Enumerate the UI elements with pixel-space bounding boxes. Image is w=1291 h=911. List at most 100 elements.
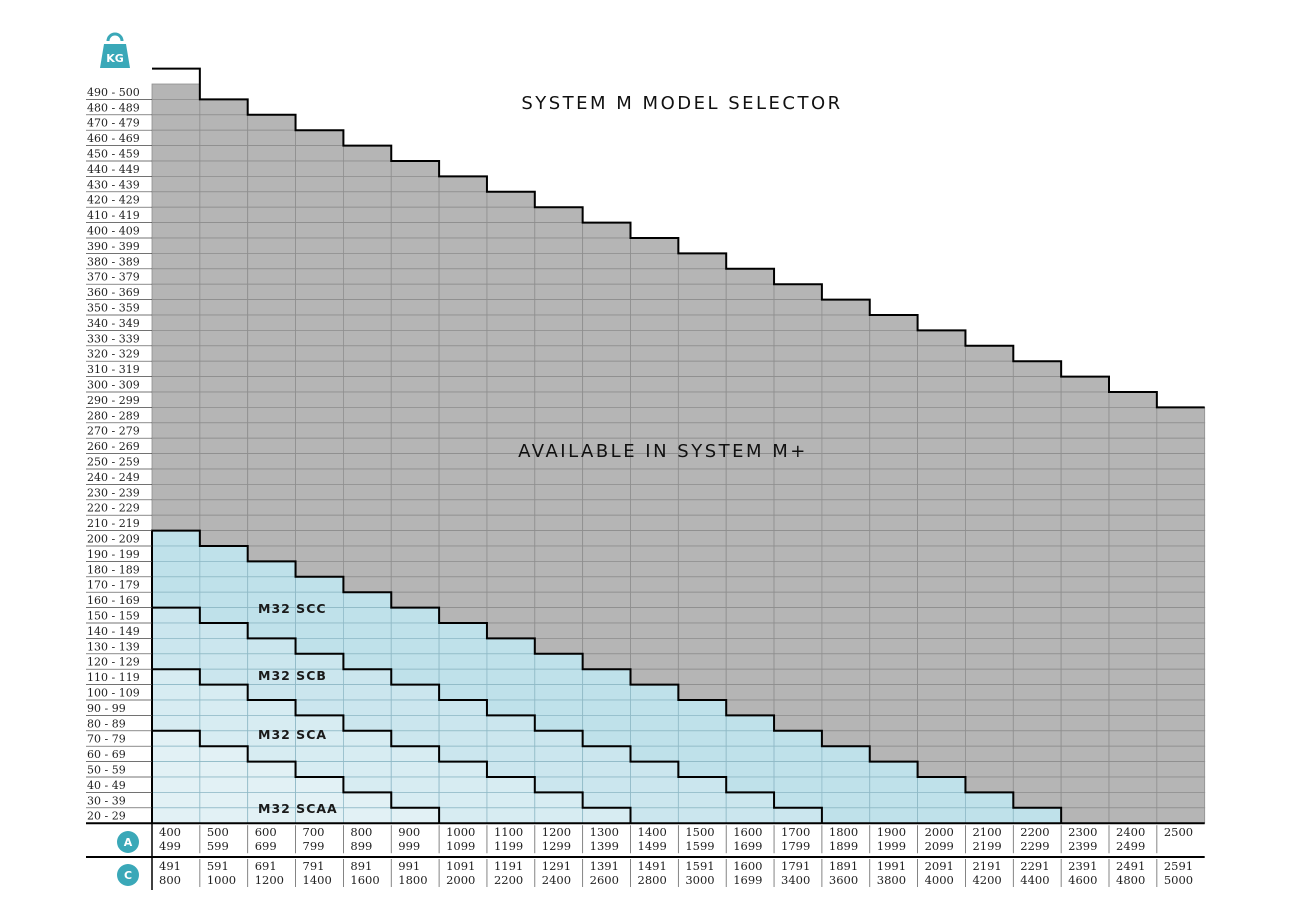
chart-cell [151,314,201,331]
row-a-value-bottom: 599 [207,839,229,853]
row-c-value-bottom: 3400 [781,873,810,887]
chart-cell [773,391,823,408]
chart-cell [582,715,631,732]
chart-cell [390,792,440,809]
chart-cell [1060,684,1110,701]
chart-cell [199,591,249,609]
chart-cell [1012,360,1062,378]
chart-cell [1108,422,1158,439]
chart-cell [342,345,392,362]
chart-cell [199,545,249,562]
chart-cell [630,607,679,624]
chart-cell [390,715,440,732]
chart-cell [630,468,679,485]
chart-cell [342,591,392,609]
chart-cell [917,591,966,609]
row-a-value-bottom: 2299 [1020,839,1049,853]
chart-cell [247,576,296,593]
chart-cell [582,468,631,485]
chart-cell [534,607,584,624]
chart-cell [630,391,679,408]
chart-cell [582,576,631,593]
chart-cell [247,314,296,331]
chart-cell [151,252,201,270]
row-c-value-bottom: 1200 [255,873,284,887]
chart-cell [582,653,631,670]
chart-cell [582,483,631,501]
chart-cell [821,699,871,716]
chart-cell [151,807,201,824]
row-a-value-top: 1000 [446,825,475,839]
chart-cell [1060,668,1110,686]
chart-cell [917,499,966,516]
chart-cell [151,653,201,670]
chart-cell [199,653,249,670]
chart-cell [390,222,440,239]
chart-cell [821,715,871,732]
chart-cell [869,376,918,393]
chart-cell [773,376,823,393]
weight-row-label: 170 - 179 [87,579,140,592]
row-a-value-top: 1800 [829,825,858,839]
chart-cell [295,638,344,655]
chart-cell [342,283,392,301]
chart-cell [677,776,727,793]
chart-cell [486,699,536,716]
chart-cell [438,514,488,532]
chart-cell [630,483,679,501]
chart-cell [390,391,440,408]
chart-cell [342,499,392,516]
chart-cell [247,129,296,146]
chart-cell [582,345,631,362]
chart-cell [869,530,918,547]
chart-cell [1156,745,1206,763]
chart-cell [486,391,536,408]
chart-cell [1156,792,1206,809]
chart-cell [1156,591,1206,609]
chart-cell [917,668,966,686]
chart-cell [342,268,392,285]
chart-cell [199,530,249,547]
chart-cell [151,437,201,455]
zone-boundary-0 [151,729,441,824]
chart-cell [534,514,584,532]
chart-cell [1012,545,1062,562]
weight-row-label: 410 - 419 [87,209,140,222]
chart-cell [1108,607,1158,624]
chart-cell [534,807,584,824]
chart-cell [869,745,918,763]
chart-cell [821,576,871,593]
row-c-value-top: 991 [398,859,420,873]
chart-cell [725,622,775,639]
chart-cell [390,530,440,547]
chart-cell [438,622,488,639]
chart-cell [199,222,249,239]
chart-cell [773,406,823,424]
chart-cell [247,761,296,778]
chart-cell [151,499,201,516]
weight-row-label: 200 - 209 [87,533,140,546]
row-a-value-top: 1600 [733,825,762,839]
row-a-value-bottom: 1299 [542,839,571,853]
chart-cell [438,684,488,701]
chart-cell [1156,638,1206,655]
chart-cell [1156,468,1206,485]
chart-cell [773,299,823,316]
chart-cell [917,576,966,593]
chart-cell [869,360,918,378]
chart-cell [295,622,344,639]
chart-cell [965,622,1014,639]
chart-cell [151,268,201,285]
chart-cell [151,299,201,316]
row-a-value-top: 1100 [494,825,523,839]
row-c-value-bottom: 1000 [207,873,236,887]
chart-cell [438,530,488,547]
chart-cell [342,530,392,547]
chart-cell [677,252,727,270]
chart-cell [247,376,296,393]
chart-cell [390,668,440,686]
chart-cell [534,299,584,316]
chart-cell [965,345,1014,362]
chart-cell [438,761,488,778]
chart-cell [869,807,918,824]
